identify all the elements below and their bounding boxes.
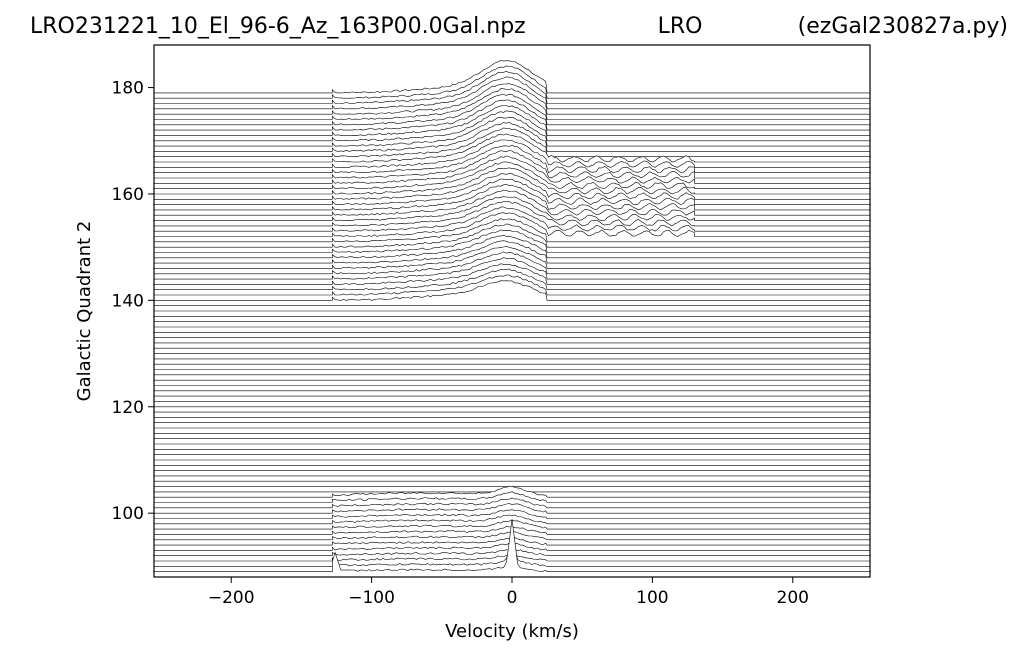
x-tick-label: −200 [208, 588, 255, 608]
chart-title-file: LRO231221_10_El_96-6_Az_163P00.0Gal.npz [30, 14, 526, 39]
y-axis: 100 120 140 160 180 [112, 79, 154, 524]
x-tick-label: −100 [348, 588, 395, 608]
x-axis: −200 −100 0 100 200 [208, 577, 809, 608]
spectrum-trace [154, 497, 870, 509]
spectrum-trace [154, 519, 870, 573]
x-tick-label: 200 [777, 588, 809, 608]
x-tick-label: 100 [636, 588, 668, 608]
chart-title-center: LRO [658, 14, 703, 39]
y-tick-label: 100 [112, 504, 144, 524]
chart-title-script: (ezGal230827a.py) [798, 14, 1008, 39]
x-axis-label: Velocity (km/s) [445, 621, 579, 642]
y-tick-label: 180 [112, 79, 144, 99]
y-axis-label: Galactic Quadrant 2 [74, 221, 95, 402]
y-tick-label: 120 [112, 398, 144, 418]
spectrum-trace [154, 280, 870, 301]
spectral-traces [154, 60, 870, 573]
y-tick-label: 140 [112, 291, 144, 311]
spectrum-trace [154, 491, 870, 503]
spectrum-trace [154, 503, 870, 514]
x-tick-label: 0 [507, 588, 518, 608]
y-tick-label: 160 [112, 185, 144, 205]
spectrum-trace [154, 509, 870, 519]
